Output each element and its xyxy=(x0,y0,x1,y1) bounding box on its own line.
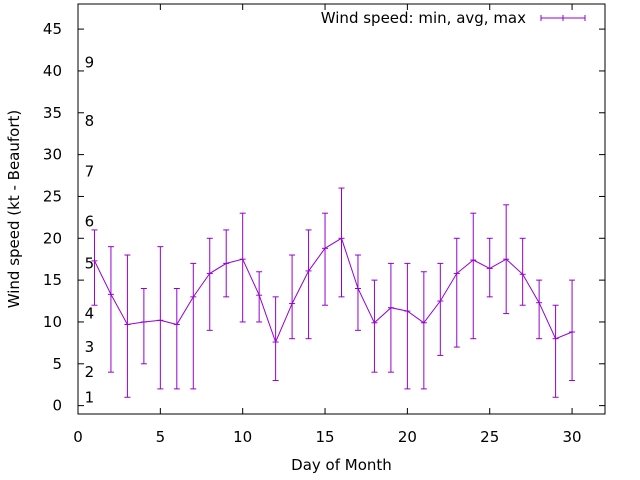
x-tick-label: 15 xyxy=(315,428,334,446)
y-tick-label: 30 xyxy=(43,146,62,164)
beaufort-label: 1 xyxy=(85,388,95,406)
beaufort-label: 2 xyxy=(85,363,95,381)
beaufort-label: 7 xyxy=(85,162,95,180)
beaufort-label: 4 xyxy=(85,305,95,323)
beaufort-label: 9 xyxy=(85,54,95,72)
x-tick-label: 20 xyxy=(398,428,417,446)
y-tick-label: 10 xyxy=(43,313,62,331)
beaufort-label: 6 xyxy=(85,213,95,231)
y-tick-label: 5 xyxy=(52,355,62,373)
y-tick-label: 45 xyxy=(43,20,62,38)
y-tick-label: 15 xyxy=(43,271,62,289)
y-tick-label: 20 xyxy=(43,229,62,247)
x-tick-label: 25 xyxy=(480,428,499,446)
y-tick-label: 40 xyxy=(43,62,62,80)
y-tick-label: 0 xyxy=(52,397,62,415)
x-tick-label: 0 xyxy=(73,428,83,446)
beaufort-label: 8 xyxy=(85,112,95,130)
x-tick-label: 10 xyxy=(233,428,252,446)
legend-label: Wind speed: min, avg, max xyxy=(321,9,526,27)
x-tick-label: 5 xyxy=(156,428,166,446)
x-axis-label: Day of Month xyxy=(291,456,392,474)
beaufort-label: 5 xyxy=(85,254,95,272)
avg-line xyxy=(94,237,573,344)
plot-frame xyxy=(77,3,606,415)
x-tick-label: 30 xyxy=(563,428,582,446)
y-tick-label: 35 xyxy=(43,104,62,122)
beaufort-label: 3 xyxy=(85,338,95,356)
y-axis-label: Wind speed (kt - Beaufort) xyxy=(5,110,23,309)
y-tick-label: 25 xyxy=(43,187,62,205)
